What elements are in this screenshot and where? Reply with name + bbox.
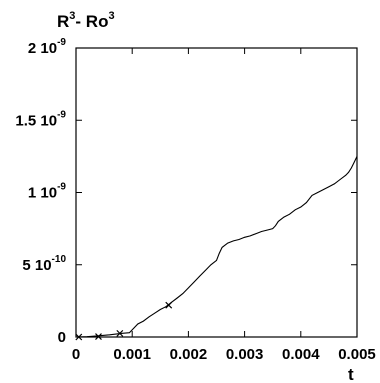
- data-point: [148, 316, 150, 318]
- data-point: [277, 221, 279, 222]
- data-point: [143, 320, 144, 322]
- data-point: [188, 287, 189, 289]
- data-point: [334, 183, 335, 185]
- data-point: [154, 312, 156, 314]
- data-point: [266, 229, 268, 231]
- x-marker: [165, 301, 173, 309]
- data-point: [75, 336, 77, 338]
- data-point: [339, 179, 341, 180]
- data-point: [218, 252, 220, 254]
- data-point: [137, 323, 139, 325]
- data-layer: [75, 155, 358, 341]
- x-tick-label: 0.004: [282, 346, 320, 363]
- data-point: [128, 332, 130, 334]
- data-point: [199, 275, 201, 277]
- data-point: [204, 270, 206, 271]
- plot-frame: [75, 47, 358, 338]
- data-point: [109, 334, 111, 336]
- x-marker: [95, 333, 102, 340]
- x-marker: [75, 333, 83, 341]
- data-point: [193, 281, 195, 283]
- data-point: [350, 167, 352, 169]
- data-point: [294, 209, 296, 211]
- data-point: [216, 260, 217, 261]
- y-tick-label: 0: [58, 329, 66, 346]
- data-point: [306, 202, 307, 204]
- x-tick-label: 0.001: [113, 346, 151, 363]
- data-point: [210, 264, 212, 266]
- data-point: [165, 306, 167, 308]
- x-tick-label: 0.003: [226, 346, 264, 363]
- y-tick-label: 1.5 10-9: [15, 109, 66, 129]
- data-point: [221, 247, 223, 248]
- data-point: [159, 309, 161, 310]
- data-point: [328, 186, 330, 188]
- data-point: [255, 233, 257, 235]
- data-point: [322, 189, 324, 191]
- y-axis-title: R3- Ro3: [57, 10, 115, 31]
- data-point: [272, 228, 274, 230]
- data-point: [249, 235, 251, 237]
- data-point: [300, 206, 302, 208]
- x-marker: [116, 329, 124, 337]
- series-line: [75, 156, 358, 338]
- data-point: [238, 239, 240, 240]
- y-tick-label: 2 10-9: [28, 37, 67, 57]
- data-point: [353, 161, 355, 163]
- data-point: [86, 336, 88, 338]
- y-tick-label: 1 10-9: [28, 182, 67, 202]
- tick-labels: 0 0.001 0.002 0.003 0.004 0.005 0 5 10-10 1 10-9…: [15, 37, 375, 363]
- data-point: [182, 293, 184, 295]
- data-point: [261, 231, 262, 232]
- x-tick-label: 0.002: [170, 346, 208, 363]
- data-point: [244, 236, 246, 238]
- x-axis-title: t: [348, 365, 354, 383]
- y-tick-label: 5 10-10: [22, 254, 66, 274]
- data-point: [227, 242, 229, 244]
- data-point: [356, 155, 358, 157]
- data-point: [283, 216, 285, 218]
- data-point: [345, 174, 347, 176]
- data-point: [311, 194, 313, 196]
- data-point: [275, 225, 276, 227]
- x-tick-label: 0.005: [338, 346, 376, 363]
- tick-marks: [76, 48, 357, 337]
- x-tick-label: 0: [72, 346, 80, 363]
- data-point: [176, 297, 178, 299]
- data-point: [317, 192, 319, 193]
- data-point: [232, 240, 234, 242]
- data-point: [289, 213, 290, 215]
- data-point: [348, 171, 349, 173]
